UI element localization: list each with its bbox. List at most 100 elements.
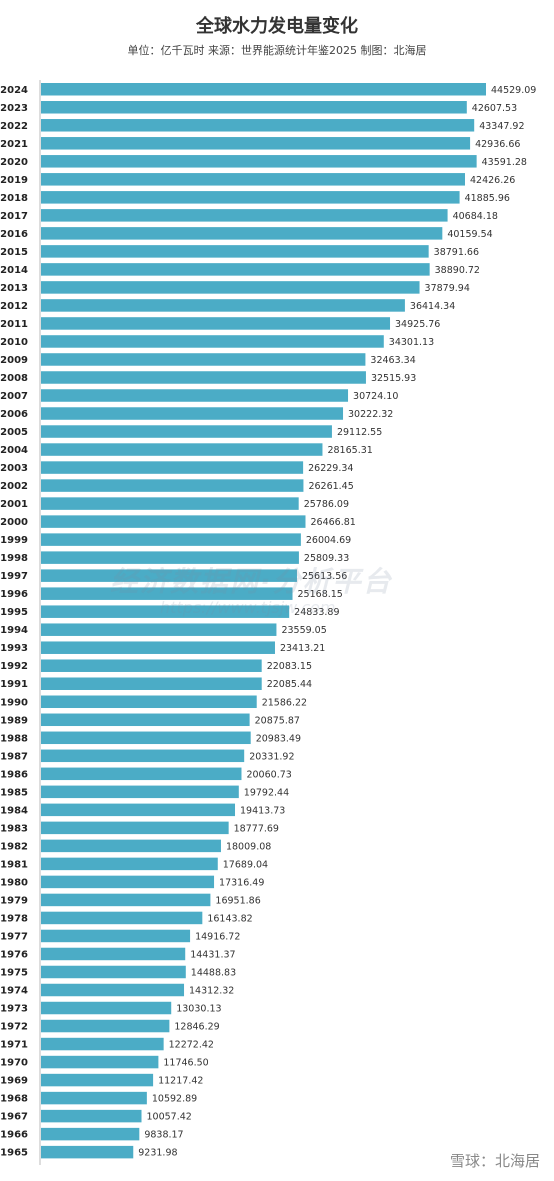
y-tick-label: 1987 (0, 751, 28, 762)
data-label: 22085.44 (267, 679, 312, 690)
data-label: 11217.42 (158, 1076, 203, 1087)
y-tick-label: 1992 (0, 661, 28, 672)
bar (41, 659, 262, 672)
y-tick-label: 2017 (0, 211, 28, 222)
bar (41, 335, 384, 348)
y-tick-label: 1980 (0, 877, 28, 888)
data-label: 18009.08 (226, 841, 271, 852)
y-tick-label: 1981 (0, 859, 28, 870)
bar (41, 101, 467, 114)
data-label: 14312.32 (189, 986, 234, 997)
data-label: 36414.34 (410, 301, 455, 312)
bar (41, 911, 203, 925)
bar (41, 209, 448, 222)
y-tick-label: 1997 (0, 571, 28, 582)
y-tick-label: 1983 (0, 823, 28, 834)
bar (41, 605, 290, 618)
bar (41, 839, 221, 853)
y-tick-label: 1990 (0, 697, 28, 708)
data-label: 10057.42 (147, 1112, 192, 1123)
y-tick-label: 2020 (0, 157, 28, 168)
bar (41, 173, 465, 186)
data-label: 13030.13 (176, 1004, 221, 1015)
bar (41, 749, 245, 763)
data-label: 28165.31 (327, 445, 372, 456)
bar (41, 767, 242, 781)
bar (41, 947, 186, 961)
y-tick-label: 1986 (0, 769, 28, 780)
bar (41, 443, 323, 456)
y-tick-label: 1971 (0, 1040, 28, 1051)
data-label: 19792.44 (244, 787, 289, 798)
data-label: 42607.53 (472, 103, 517, 114)
bar (41, 1145, 134, 1159)
chart-subtitle: 单位：亿千瓦时 来源：世界能源统计年鉴2025 制图：北海居 (127, 44, 427, 57)
bar (41, 263, 430, 276)
bar (41, 713, 250, 727)
y-tick-label: 1976 (0, 949, 28, 960)
bar (41, 155, 477, 168)
y-tick-label: 2016 (0, 229, 28, 240)
y-tick-label: 1978 (0, 913, 28, 924)
y-tick-label: 1973 (0, 1004, 28, 1015)
data-label: 26004.69 (306, 535, 351, 546)
credit-label: 雪球：北海居 (449, 1152, 540, 1170)
bar (41, 1109, 142, 1123)
y-tick-label: 2001 (0, 499, 28, 510)
y-tick-label: 2018 (0, 193, 28, 204)
y-tick-label: 2011 (0, 319, 28, 330)
y-tick-label: 1996 (0, 589, 28, 600)
bar (41, 677, 262, 690)
y-tick-label: 1975 (0, 967, 28, 978)
y-tick-label: 1968 (0, 1094, 28, 1105)
data-label: 43591.28 (482, 157, 527, 168)
data-label: 32515.93 (371, 373, 416, 384)
data-label: 12272.42 (169, 1040, 214, 1051)
y-tick-label: 2008 (0, 373, 28, 384)
data-label: 20331.92 (249, 751, 294, 762)
data-label: 23413.21 (280, 643, 325, 654)
bar (41, 461, 304, 474)
data-label: 14488.83 (191, 967, 236, 978)
y-tick-label: 1970 (0, 1058, 28, 1069)
data-label: 25168.15 (298, 589, 343, 600)
bars-group: 2024 44529.09 2023 42607.53 2022 43347.92 2021… (0, 83, 536, 1159)
y-tick-label: 1993 (0, 643, 28, 654)
bar (41, 83, 486, 96)
bar (41, 299, 405, 312)
y-tick-label: 1998 (0, 553, 28, 564)
y-tick-label: 1966 (0, 1130, 28, 1141)
data-label: 20983.49 (256, 733, 301, 744)
data-label: 9838.17 (144, 1130, 183, 1141)
data-label: 12846.29 (174, 1022, 219, 1033)
data-label: 30724.10 (353, 391, 398, 402)
bar (41, 119, 475, 132)
bar (41, 227, 443, 240)
data-label: 26466.81 (311, 517, 356, 528)
data-label: 20875.87 (255, 715, 300, 726)
y-tick-label: 1995 (0, 607, 28, 618)
bar (41, 533, 301, 546)
y-tick-label: 1985 (0, 787, 28, 798)
data-label: 32463.34 (370, 355, 415, 366)
bar (41, 983, 185, 997)
chart-title: 全球水力发电量变化 (196, 16, 358, 37)
watermark: 经济数据网·分析平台 (110, 565, 393, 598)
bar (41, 353, 366, 366)
y-tick-label: 1965 (0, 1148, 28, 1159)
bar (41, 281, 420, 294)
y-tick-label: 1989 (0, 715, 28, 726)
bar (41, 731, 251, 745)
data-label: 19413.73 (240, 805, 285, 816)
y-tick-label: 1999 (0, 535, 28, 546)
data-label: 40159.54 (447, 229, 492, 240)
bar (41, 515, 306, 528)
y-tick-label: 2009 (0, 355, 28, 366)
y-tick-label: 2013 (0, 283, 28, 294)
y-tick-label: 2007 (0, 391, 28, 402)
bar (41, 137, 471, 150)
y-tick-label: 2012 (0, 301, 28, 312)
data-label: 9231.98 (138, 1148, 177, 1159)
y-tick-label: 2010 (0, 337, 28, 348)
y-tick-label: 1984 (0, 805, 28, 816)
